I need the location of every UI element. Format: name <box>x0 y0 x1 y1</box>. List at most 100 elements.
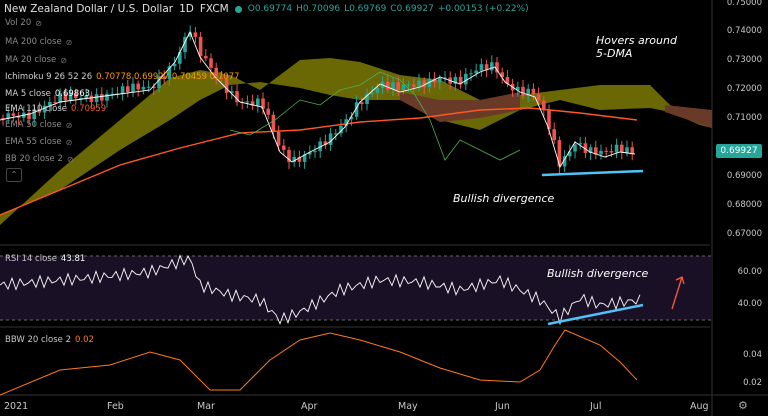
candle-body <box>573 144 577 152</box>
candle-body <box>354 102 359 117</box>
candle-body <box>266 108 270 115</box>
legend-row[interactable]: MA 20 close ⊘ <box>5 55 67 65</box>
candle-body <box>292 156 296 163</box>
ichimoku-cloud <box>0 58 712 225</box>
last-price-badge: 0.69927 <box>716 144 762 158</box>
candle-body <box>458 76 463 85</box>
candle-body <box>490 62 494 71</box>
legend-label: EMA 50 close <box>5 120 62 130</box>
legend-label: BB 20 close 2 <box>5 154 63 164</box>
candle-body <box>261 98 265 109</box>
candle-body <box>110 93 114 95</box>
legend-row[interactable]: BB 20 close 2 ⊘ <box>5 154 74 164</box>
legend-row[interactable]: EMA 50 close ⊘ <box>5 120 72 130</box>
candle-body <box>209 58 213 68</box>
rsi-line <box>0 254 641 326</box>
candle-body <box>204 56 208 59</box>
candle-body <box>349 116 354 120</box>
price-tick: 0.69000 <box>726 171 762 181</box>
legend-row[interactable]: EMA 55 close ⊘ <box>5 137 72 147</box>
legend-label: MA 20 close <box>5 55 57 65</box>
time-tick: Mar <box>197 401 215 412</box>
candle-body <box>37 109 42 113</box>
data-source: FXCM <box>199 3 229 15</box>
time-tick: Jul <box>590 401 602 412</box>
candle-body <box>531 88 536 95</box>
candle-body <box>224 79 229 93</box>
candle-body <box>479 64 484 71</box>
ohlc-values: O0.69774 H0.70096 L0.69769 C0.69927 +0.00153… <box>248 4 533 14</box>
price-trendline <box>541 169 644 177</box>
candle-body <box>282 145 286 150</box>
candle-body <box>614 144 619 153</box>
candle-body <box>432 78 437 83</box>
candle-body <box>370 92 374 94</box>
price-tick: 0.67000 <box>726 229 762 239</box>
hidden-icon: ⊘ <box>65 137 73 147</box>
candle-body <box>313 151 317 153</box>
symbol-name[interactable]: New Zealand Dollar / U.S. Dollar <box>4 3 174 15</box>
chart-header: New Zealand Dollar / U.S. Dollar 1D FXCM… <box>4 3 533 15</box>
chikou-span-line <box>229 71 521 161</box>
candle-body <box>235 91 239 103</box>
rsi-divergence-note: Bullish divergence <box>547 267 649 280</box>
candle-body <box>516 86 520 91</box>
candle-body <box>495 62 499 73</box>
candlestick-series <box>1 25 634 174</box>
candle-body <box>505 77 510 84</box>
candle-body <box>32 109 36 120</box>
candle-body <box>375 88 380 93</box>
candle-body <box>318 141 322 152</box>
candle-body <box>599 150 603 155</box>
candle-body <box>438 78 442 83</box>
candle-body <box>609 151 614 153</box>
candle-body <box>620 144 624 153</box>
candle-body <box>422 80 426 88</box>
legend-label: MA 5 close <box>5 89 51 99</box>
hidden-icon: ⊘ <box>65 37 73 47</box>
candle-body <box>193 32 198 37</box>
candle-body <box>453 76 458 84</box>
candle-body <box>48 101 52 106</box>
legend-row[interactable]: Vol 20 ⊘ <box>5 18 42 28</box>
candle-body <box>630 147 634 155</box>
candle-body <box>131 83 135 93</box>
open-value: O0.69774 <box>247 4 293 14</box>
price-tick: 0.71000 <box>726 113 762 123</box>
candle-body <box>58 93 62 103</box>
settings-gear-icon[interactable]: ⚙ <box>738 399 748 412</box>
candle-body <box>583 143 588 154</box>
candle-body <box>406 84 411 86</box>
candle-body <box>521 86 525 96</box>
candle-body <box>6 113 10 119</box>
legend-row[interactable]: EMA 110 close 0.70959 <box>5 104 106 114</box>
candle-body <box>230 91 234 93</box>
bbw-label: BBW 20 close 2 <box>5 335 71 345</box>
hovers-note: Hovers around 5-DMA <box>596 34 677 60</box>
legend-row[interactable]: Ichimoku 9 26 52 26 0.70778 0.69927 0.704… <box>5 72 239 82</box>
candle-body <box>74 93 78 99</box>
legend-row[interactable]: MA 200 close ⊘ <box>5 37 72 47</box>
interval[interactable]: 1D <box>179 3 194 15</box>
candle-body <box>339 125 343 134</box>
candle-body <box>152 86 156 89</box>
legend-row[interactable]: MA 5 close 0.69863 <box>5 89 90 99</box>
candle-body <box>396 82 400 91</box>
candle-body <box>162 76 166 79</box>
legend-value: 0.70778 0.69927 0.70459 0.7077 <box>96 72 240 82</box>
cloud-bearish-area <box>400 92 520 122</box>
candle-body <box>484 64 489 71</box>
collapse-legend-button[interactable]: ⌃ <box>6 168 22 182</box>
candle-body <box>188 32 192 37</box>
legend-label: EMA 55 close <box>5 137 62 147</box>
candle-body <box>474 70 478 74</box>
rsi-value: 43.81 <box>60 254 86 264</box>
legend-label: Vol 20 <box>5 18 32 28</box>
ma-5-line <box>0 30 636 169</box>
up-arrow-icon <box>671 276 685 310</box>
hidden-icon: ⊘ <box>65 120 73 130</box>
candle-body <box>198 36 203 57</box>
candle-body <box>344 119 348 126</box>
candle-body <box>500 72 504 78</box>
